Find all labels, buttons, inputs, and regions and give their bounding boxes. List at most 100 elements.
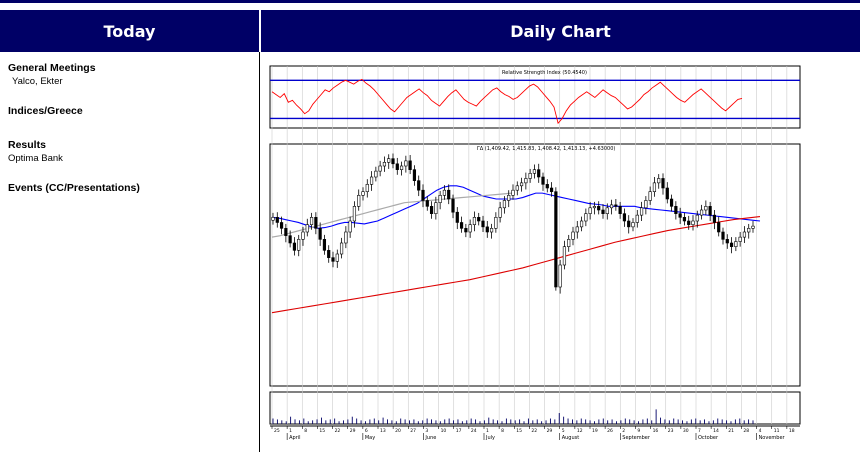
candle-body (541, 176, 545, 185)
candle-body (579, 220, 584, 228)
candle-body (738, 236, 742, 242)
candle-body (472, 217, 477, 225)
x-day-label: 30 (683, 428, 689, 434)
x-day-label: 3 (425, 428, 428, 434)
candle-body (339, 242, 344, 255)
x-day-label: 11 (774, 428, 780, 434)
candle-body (614, 204, 618, 207)
candle-body (464, 228, 468, 233)
x-day-label: 15 (516, 428, 522, 434)
x-month-label: May (365, 435, 375, 441)
candle-body (335, 253, 339, 262)
x-day-label: 4 (759, 428, 762, 434)
candle-body (618, 206, 622, 214)
candle-body (498, 207, 502, 218)
candle-body (661, 178, 665, 189)
candle-body (605, 207, 609, 214)
candle-body (271, 217, 275, 221)
candle-body (558, 264, 562, 288)
candle-body (275, 217, 279, 223)
candle-body (708, 206, 712, 216)
candle-body (421, 189, 425, 201)
candle-body (489, 228, 494, 233)
candle-body (348, 220, 352, 233)
x-day-label: 8 (304, 428, 307, 434)
candle-body (292, 242, 297, 251)
today-header: Today (0, 10, 259, 52)
candle-body (627, 220, 631, 228)
candle-body (571, 231, 575, 240)
candle-body (562, 246, 567, 266)
candle-body (601, 209, 605, 214)
x-month-label: November (759, 435, 786, 441)
candle-body (284, 228, 288, 236)
candle-body (584, 213, 588, 222)
candle-body (622, 213, 627, 222)
candle-body (635, 214, 639, 223)
candle-body (717, 222, 721, 233)
candle-body (352, 206, 357, 222)
candle-body (309, 217, 314, 225)
candle-body (742, 231, 747, 238)
candle-body (519, 182, 524, 187)
candle-body (374, 170, 378, 178)
candle-body (369, 176, 374, 185)
x-day-label: 22 (335, 428, 341, 434)
results-title: Results (8, 139, 46, 151)
x-day-label: 8 (501, 428, 504, 434)
candle-body (507, 195, 511, 201)
x-day-label: 22 (531, 428, 537, 434)
x-day-label: 29 (547, 428, 553, 434)
events-title: Events (CC/Presentations) (8, 182, 140, 194)
x-day-label: 16 (653, 428, 659, 434)
x-day-label: 27 (410, 428, 416, 434)
candle-body (592, 206, 597, 209)
candle-body (669, 198, 674, 207)
candle-body (528, 173, 532, 179)
x-day-label: 5 (562, 428, 565, 434)
candle-body (524, 178, 528, 184)
candle-body (408, 160, 412, 170)
x-day-label: 17 (456, 428, 462, 434)
results-item: Optima Bank (8, 153, 63, 164)
candle-body (485, 226, 489, 233)
x-day-label: 15 (319, 428, 325, 434)
general-meetings-title: General Meetings (8, 62, 96, 74)
candle-body (318, 228, 322, 240)
price-panel-frame (269, 143, 801, 387)
daily-chart-header: Daily Chart (261, 10, 860, 52)
candle-body (699, 209, 704, 216)
candle-body (322, 239, 327, 251)
rsi-panel-frame (269, 65, 801, 129)
candle-body (588, 207, 592, 214)
x-day-label: 29 (350, 428, 356, 434)
volume-panel-frame (269, 391, 801, 425)
candle-body (382, 162, 387, 167)
results-section: Results Optima Bank (8, 139, 248, 164)
x-day-label: 21 (728, 428, 734, 434)
candle-body (648, 191, 652, 201)
x-day-label: 19 (592, 428, 598, 434)
rsi-label: Relative Strength Index (50.4540) (502, 70, 587, 76)
daily-chart: 304050607080Relative Strength Index (50.… (269, 65, 801, 441)
candle-body (438, 195, 442, 203)
x-day-label: 13 (380, 428, 386, 434)
candle-body (639, 207, 644, 216)
x-day-label: 6 (365, 428, 368, 434)
x-day-label: 2 (622, 428, 625, 434)
candle-body (567, 239, 571, 247)
moving-average-line (271, 185, 761, 229)
candle-body (459, 222, 464, 229)
candle-body (725, 239, 729, 244)
candle-body (494, 217, 498, 229)
x-month-label: August (562, 435, 580, 441)
general-meetings-item: Yalco, Ekter (12, 76, 63, 87)
top-border-line (0, 0, 860, 3)
x-day-label: 26 (607, 428, 613, 434)
x-month-label: October (698, 435, 719, 441)
candle-body (691, 220, 695, 225)
candle-body (387, 158, 391, 163)
rsi-line (271, 78, 743, 125)
candle-body (695, 214, 699, 222)
price-label: ΓΔ (1,409.42, 1,415.83, 1,408.42, 1,413.… (477, 146, 615, 152)
